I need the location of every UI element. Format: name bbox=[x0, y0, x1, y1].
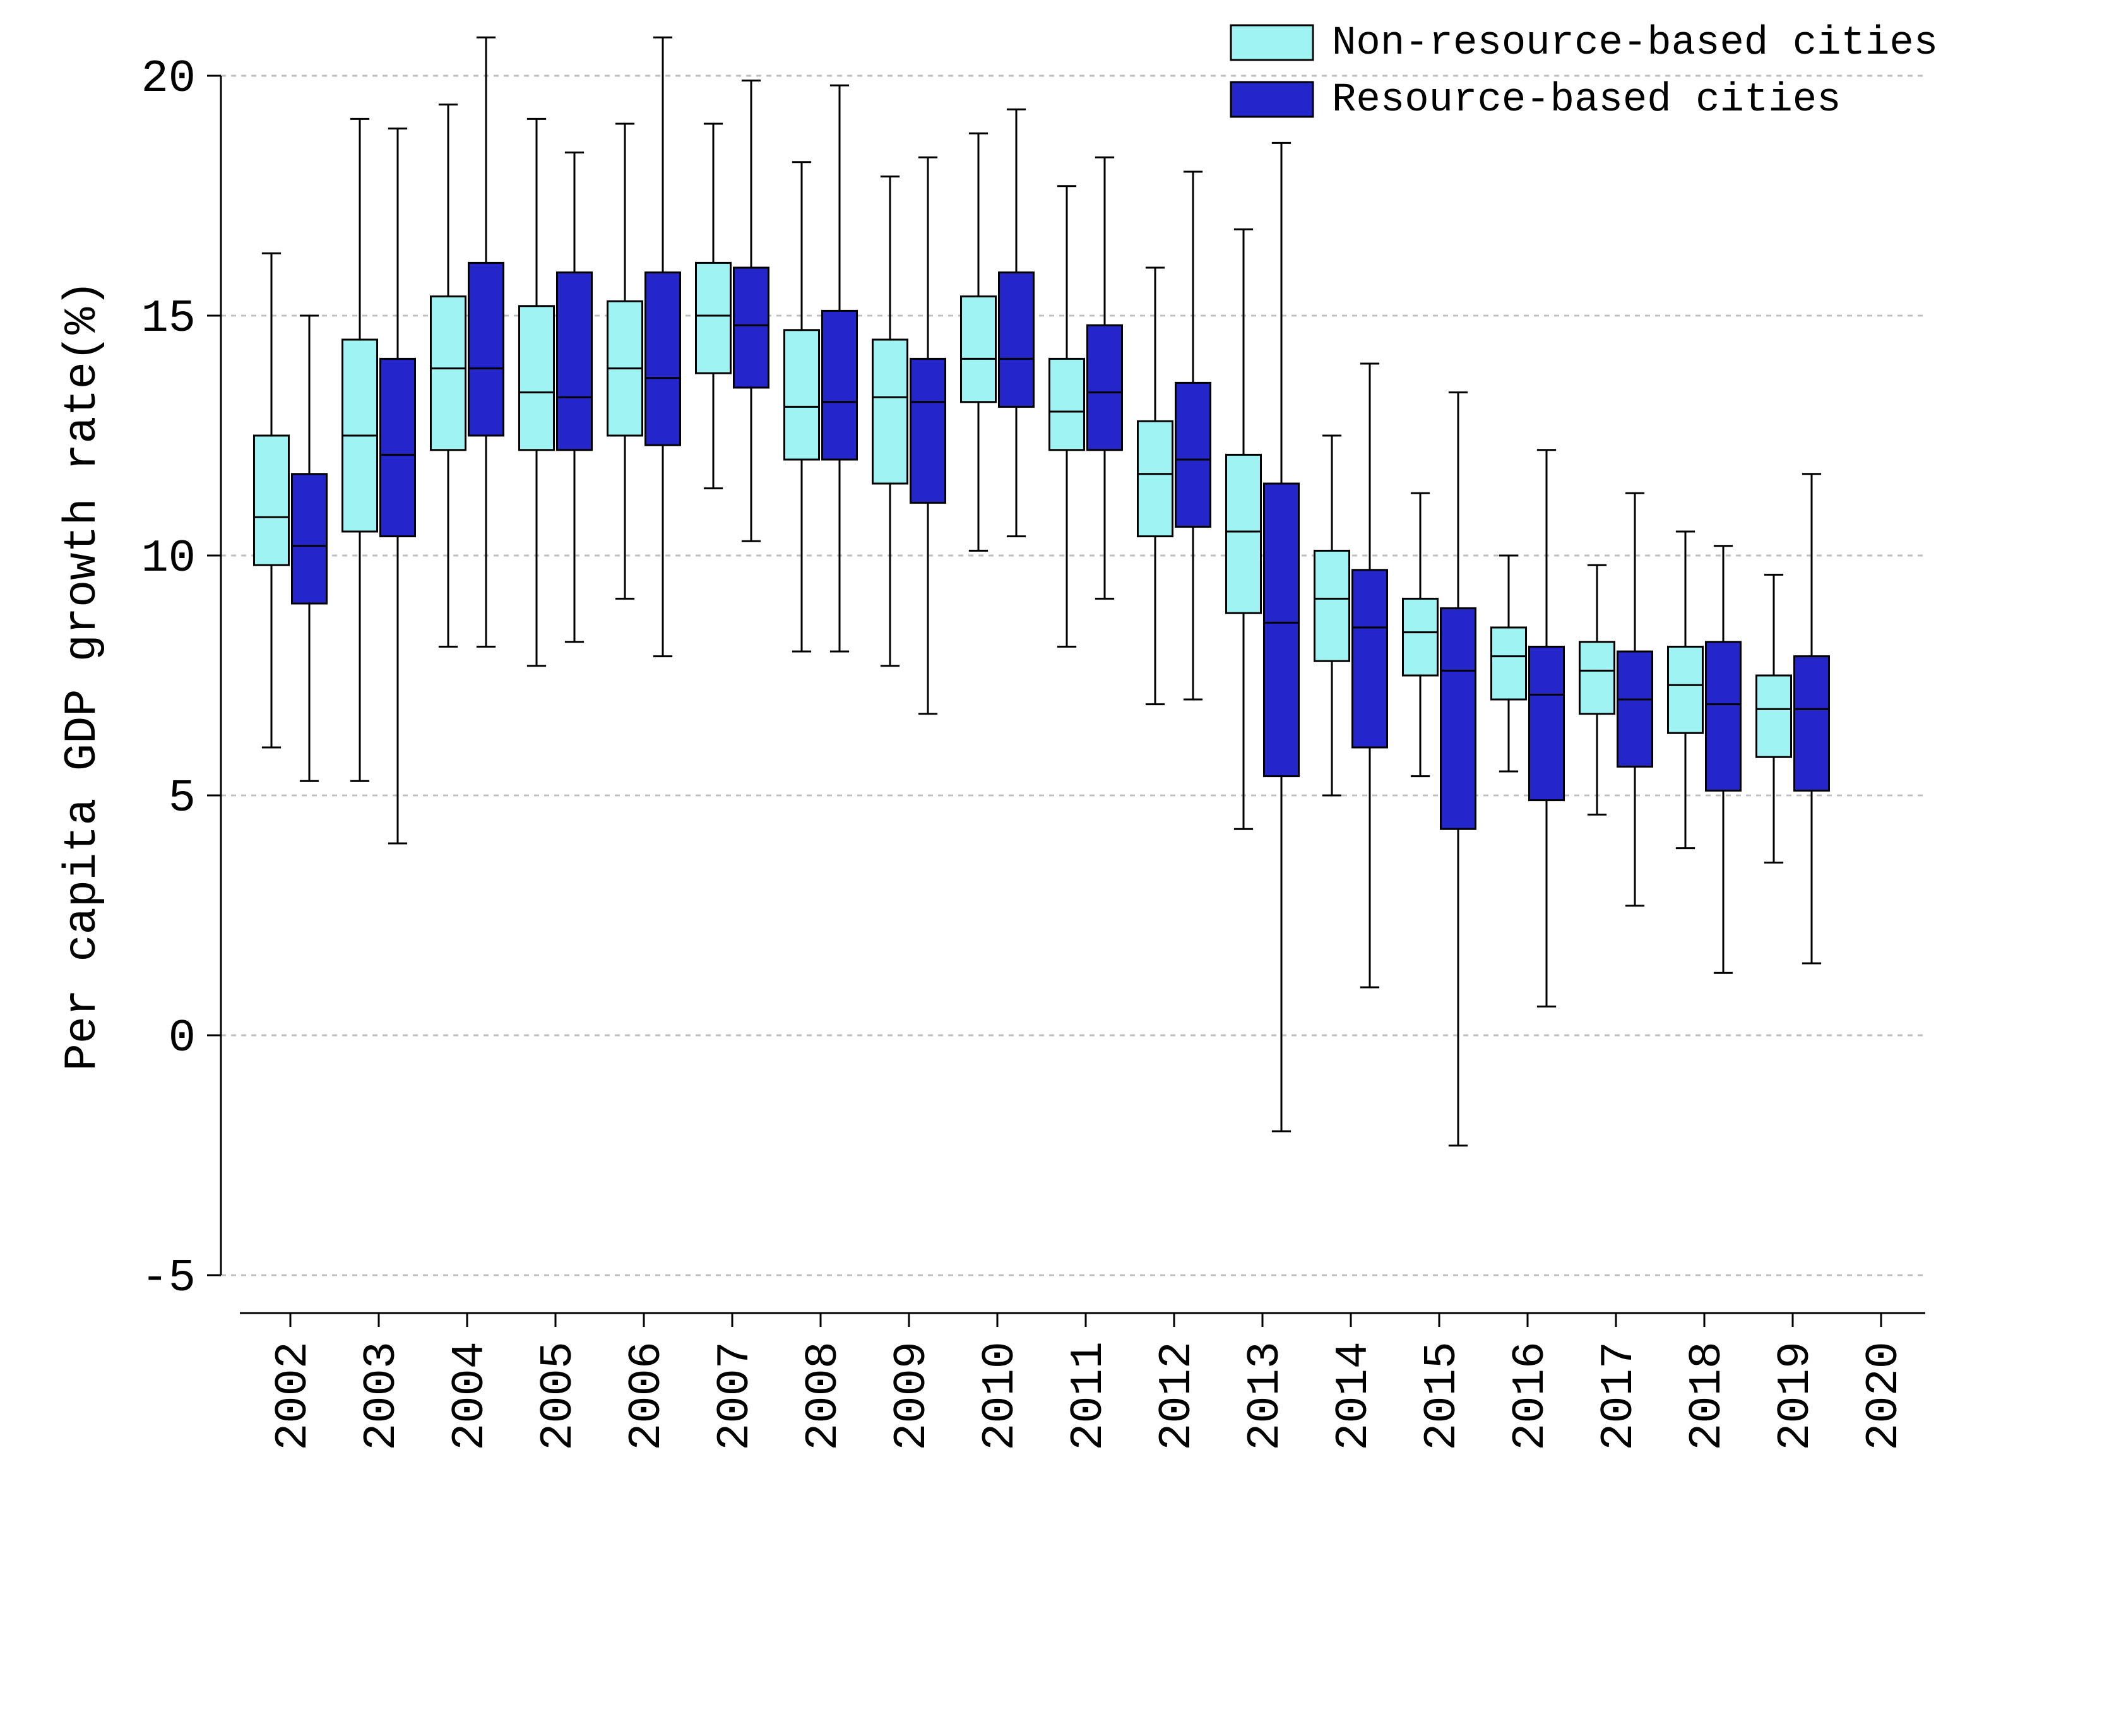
box bbox=[254, 436, 289, 565]
x-tick-label: 2009 bbox=[886, 1341, 938, 1451]
box bbox=[381, 359, 415, 536]
x-tick-label: 2006 bbox=[621, 1341, 673, 1451]
x-tick-label: 2007 bbox=[710, 1341, 761, 1451]
x-tick-label: 2020 bbox=[1858, 1341, 1910, 1451]
legend-label: Non-resource-based cities bbox=[1332, 21, 1938, 66]
box bbox=[1618, 651, 1653, 766]
x-tick-label: 2004 bbox=[444, 1341, 496, 1451]
box bbox=[520, 306, 554, 450]
box bbox=[1138, 421, 1173, 536]
x-tick-label: 2008 bbox=[798, 1341, 850, 1451]
x-tick-label: 2002 bbox=[268, 1341, 319, 1451]
x-tick-label: 2018 bbox=[1682, 1341, 1733, 1451]
box bbox=[1226, 455, 1261, 613]
box bbox=[1492, 627, 1526, 699]
box bbox=[1264, 484, 1299, 776]
x-tick-label: 2014 bbox=[1328, 1341, 1380, 1451]
box bbox=[1403, 598, 1438, 675]
x-tick-label: 2010 bbox=[975, 1341, 1026, 1451]
x-tick-label: 2019 bbox=[1770, 1341, 1822, 1451]
y-tick-label: 0 bbox=[169, 1013, 196, 1064]
box bbox=[646, 273, 680, 446]
box bbox=[557, 273, 592, 450]
box bbox=[1668, 646, 1703, 733]
boxplot-chart: -5 0 5 10 15 20 Per capita GDP growth rate(%) 2… bbox=[0, 0, 2102, 1736]
box bbox=[1757, 675, 1791, 757]
box bbox=[1580, 642, 1615, 714]
box bbox=[696, 263, 731, 373]
y-tick-label: 10 bbox=[141, 533, 196, 585]
legend-label: Resource-based cities bbox=[1332, 78, 1841, 123]
box bbox=[911, 359, 946, 502]
y-tick-label: -5 bbox=[141, 1252, 196, 1304]
y-tick-label: 20 bbox=[141, 53, 196, 105]
box bbox=[469, 263, 504, 436]
box bbox=[1176, 383, 1211, 526]
chart-container: -5 0 5 10 15 20 Per capita GDP growth rate(%) 2… bbox=[0, 0, 2102, 1736]
x-tick-label: 2005 bbox=[533, 1341, 585, 1451]
box bbox=[1050, 359, 1084, 449]
box bbox=[734, 268, 769, 388]
x-tick-label: 2011 bbox=[1063, 1341, 1115, 1451]
box bbox=[1706, 642, 1741, 791]
box bbox=[292, 474, 327, 603]
box bbox=[999, 273, 1034, 407]
box bbox=[1315, 550, 1350, 661]
y-tick-label: 15 bbox=[141, 293, 196, 345]
box bbox=[785, 330, 819, 460]
box bbox=[1441, 609, 1476, 829]
x-tick-label: 2012 bbox=[1151, 1341, 1203, 1451]
box bbox=[873, 340, 908, 484]
x-tick-label: 2003 bbox=[356, 1341, 408, 1451]
legend-swatch bbox=[1231, 82, 1313, 117]
y-axis-label: Per capita GDP growth rate(%) bbox=[57, 280, 109, 1071]
y-tick-label: 5 bbox=[169, 773, 196, 824]
x-tick-label: 2017 bbox=[1593, 1341, 1645, 1451]
box bbox=[1795, 657, 1829, 791]
chart-bg bbox=[0, 0, 2102, 1736]
box bbox=[1088, 325, 1122, 450]
x-tick-label: 2015 bbox=[1416, 1341, 1468, 1451]
legend-swatch bbox=[1231, 25, 1313, 60]
x-tick-label: 2013 bbox=[1240, 1341, 1291, 1451]
box bbox=[822, 311, 857, 460]
box bbox=[961, 297, 996, 402]
x-tick-label: 2016 bbox=[1505, 1341, 1557, 1451]
box bbox=[431, 297, 466, 450]
box bbox=[1529, 646, 1564, 800]
box bbox=[1353, 570, 1387, 747]
